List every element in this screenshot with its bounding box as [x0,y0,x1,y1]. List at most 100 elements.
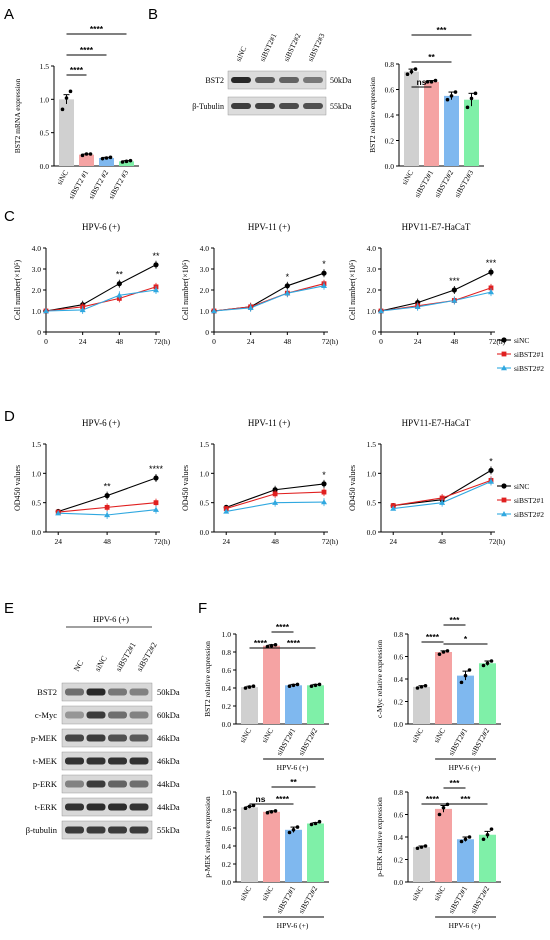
data-point [243,686,248,690]
series-line [213,283,325,312]
y-tick-label: 0.5 [40,129,50,138]
chart-f4-perk: 0.0 0.2 0.4 0.6 0.8 p-ERK relative expression… [375,778,501,930]
marker-circle [451,287,457,293]
blot-band [65,780,84,788]
x-tick-label: 24 [79,337,87,346]
series-line [45,264,157,312]
chart-title: HPV-11 (+) [248,222,290,232]
bar [307,823,324,882]
y-tick-label: 0.8 [394,788,404,797]
x-tick-label: 48 [438,537,446,546]
x-tick-label: siBST2#1 [446,884,469,915]
x-tick-label: siNC [432,885,448,903]
y-tick-label: 0.8 [385,60,395,69]
x-tick-label: 48 [116,337,124,346]
blot-band [129,826,149,834]
y-tick-label: 1.5 [32,440,42,449]
data-point [453,90,458,94]
y-tick-label: 0.0 [40,162,50,171]
blot-band [129,757,149,765]
protein-label: t-MEK [33,756,58,766]
legend-label: siNC [514,482,529,491]
x-tick-label: 0 [379,337,383,346]
data-point [64,96,69,100]
blot-band [108,757,127,765]
data-point [291,828,296,832]
sig-label: **** [149,464,164,474]
marker-circle [104,493,110,499]
data-point [441,650,446,654]
bar [435,652,452,724]
blot-band [86,757,106,765]
sig-label: * [464,634,468,644]
x-tick-label: 72(h) [322,337,338,346]
panel-label-b: B [148,6,159,23]
y-tick-label: 0.2 [222,860,232,869]
data-point [243,806,248,810]
sig-label: **** [287,638,301,648]
lane-label: siNC [93,654,109,673]
y-tick-label: 1.0 [222,630,232,639]
x-tick-label: siBST2#2 [468,884,491,915]
data-point [459,839,464,844]
y-tick-label: 4.0 [200,244,210,253]
blot-strip [61,820,153,840]
protein-label: β-tubulin [26,825,58,835]
y-tick-label: 0.2 [394,698,404,707]
legend-label: siNC [514,336,529,345]
marker-circle [116,281,122,287]
chart-d3-hacat-od450: HPV11-E7-HaCaT 0.0 0.5 1.0 1.5 OD450 values 24… [348,418,505,546]
x-tick-label: siBST2#2 [468,726,491,757]
data-point [463,673,468,678]
sig-label: *** [450,615,461,625]
bar [59,99,74,166]
sig-label: **** [254,638,268,648]
protein-label: t-ERK [35,802,58,812]
y-tick-label: 0.8 [394,630,404,639]
blot-band [65,734,84,742]
blot-band [86,803,106,811]
marker-triangle [488,289,494,295]
x-tick-label: siNC [410,885,426,903]
marker-triangle [451,297,458,303]
y-tick-label: 0.0 [394,720,404,729]
sig-label: *** [486,258,497,268]
data-point [489,827,494,831]
y-tick-label: 1.0 [222,788,232,797]
kda-label: 46kDa [157,756,180,766]
series-line [213,285,325,312]
series-line [45,289,157,312]
marker-square [153,500,159,506]
data-point [423,683,428,688]
chart-title: HPV11-E7-HaCaT [402,418,471,428]
data-point [317,682,322,687]
data-point [481,663,486,668]
marker-circle [488,467,494,473]
y-tick-label: 0.0 [200,528,210,537]
data-point [309,684,314,688]
marker-triangle [414,303,421,309]
panel-label-c: C [4,208,15,225]
x-tick-label: siBST2#2 [296,884,319,915]
y-tick-label: 0.6 [394,811,404,820]
data-point [108,155,113,160]
x-tick-label: 48 [284,337,292,346]
x-tick-label: siBST2#3 [452,168,475,199]
group-label: HPV-6 (+) [277,921,309,930]
marker-triangle [501,511,507,517]
y-tick-label: 0.4 [394,833,404,842]
data-point [419,685,424,689]
data-point [68,89,73,94]
data-point [265,810,270,815]
kda-label: 60kDa [157,710,180,720]
data-point [273,809,278,813]
chart-b-bst2-relative: 0.0 0.2 0.4 0.6 0.8 BST2 relative expression s… [368,25,484,199]
y-tick-label: 0.0 [32,528,42,537]
protein-label: p-ERK [33,779,58,789]
y-axis-label: OD450 values [348,465,357,511]
blot-band [65,711,84,719]
blot-strip [61,728,153,748]
group-label: HPV-6 (+) [449,763,481,772]
series-line [380,291,492,312]
